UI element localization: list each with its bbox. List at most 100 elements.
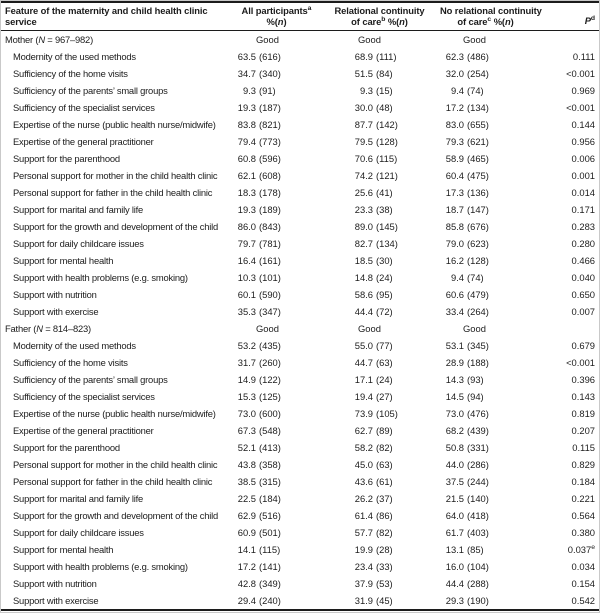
percent-value: 9.3 [242, 84, 256, 96]
table-row: Support for mental health 14.1 (115) 19.9 (2… [1, 541, 599, 558]
cell-feature: Support for the parenthood [13, 441, 120, 453]
percent-value: 51.5 [354, 67, 373, 79]
n-value: (655) [467, 118, 489, 130]
n-value: (188) [467, 356, 489, 368]
cell-relational-continuity: Good [358, 322, 381, 334]
percent-value: 21.5 [445, 492, 464, 504]
cell-relational-continuity: 44.7 (63) [333, 354, 440, 371]
n-value: (501) [259, 526, 281, 538]
table-row: Sufficiency of the specialist services 19… [1, 99, 599, 116]
percent-value: 83.8 [237, 118, 256, 130]
cell-all-participants: 63.5 (616) [230, 48, 333, 65]
n-value: (115) [376, 152, 398, 164]
cell-no-relational-continuity: 73.0 (476) [440, 405, 557, 422]
n-value: (596) [259, 152, 281, 164]
table-row: Support for daily childcare issues 79.7 (7… [1, 235, 599, 252]
cell-no-relational-continuity: 14.5 (94) [440, 388, 557, 405]
n-value: (72) [376, 305, 393, 317]
cell-relational-continuity: 58.6 (95) [333, 286, 440, 303]
percent-value: 43.6 [354, 475, 373, 487]
cell-all-participants: 67.3 (548) [230, 422, 333, 439]
cell-no-relational-continuity: 79.0 (623) [440, 235, 557, 252]
n-value: (590) [259, 288, 281, 300]
n-value: (94) [467, 390, 484, 402]
cell-no-relational-continuity: 37.5 (244) [440, 473, 557, 490]
cell-no-relational-continuity: 21.5 (140) [440, 490, 557, 507]
n-value: (187) [259, 101, 281, 113]
cell-no-relational-continuity: 61.7 (403) [440, 524, 557, 541]
cell-no-relational-continuity: Good [463, 322, 486, 334]
cell-p-value: <0.001 [566, 101, 595, 113]
percent-value: 79.5 [354, 135, 373, 147]
cell-feature: Support for mental health [13, 543, 114, 555]
n-value: (331) [467, 441, 489, 453]
table-row: Expertise of the general practitioner 79.… [1, 133, 599, 150]
percent-value: 18.5 [354, 254, 373, 266]
cell-feature: Support with nutrition [13, 577, 97, 589]
n-value: (82) [376, 526, 393, 538]
cell-p-value: <0.001 [566, 356, 595, 368]
cell-feature: Expertise of the general practitioner [13, 135, 154, 147]
percent-value: 86.0 [237, 220, 256, 232]
cell-no-relational-continuity: 50.8 (331) [440, 439, 557, 456]
percent-value: 62.1 [237, 169, 256, 181]
percent-value: 33.4 [445, 305, 464, 317]
cell-relational-continuity: 73.9 (105) [333, 405, 440, 422]
cell-relational-continuity: 19.9 (28) [333, 541, 440, 558]
cell-no-relational-continuity: Good [463, 33, 486, 45]
n-value: (621) [467, 135, 489, 147]
table-row: Support for the parenthood 52.1 (413) 58.2(… [1, 439, 599, 456]
percent-value: 53.2 [237, 339, 256, 351]
percent-value: 19.9 [354, 543, 373, 555]
n-value: (254) [467, 67, 489, 79]
n-value: (413) [259, 441, 281, 453]
n-value: (548) [259, 424, 281, 436]
column-header-all-participants: All participantsa %(n) [230, 2, 333, 31]
n-value: (623) [467, 237, 489, 249]
cell-relational-continuity: 62.7 (89) [333, 422, 440, 439]
cell-no-relational-continuity: 32.0 (254) [440, 65, 557, 82]
table-row: Expertise of the nurse (public health nu… [1, 405, 599, 422]
percent-value: 14.5 [445, 390, 464, 402]
percent-value: 43.8 [237, 458, 256, 470]
percent-value: 50.8 [445, 441, 464, 453]
cell-relational-continuity: 70.6 (115) [333, 150, 440, 167]
percent-value: 25.6 [354, 186, 373, 198]
cell-feature: Support with health problems (e.g. smoki… [13, 271, 188, 283]
table-row: Sufficiency of the specialist services 15… [1, 388, 599, 405]
n-value: (27) [376, 390, 393, 402]
cell-p-value: 0.001 [571, 169, 595, 181]
cell-feature: Sufficiency of the specialist services [13, 390, 155, 402]
cell-no-relational-continuity: 44.0 (286) [440, 456, 557, 473]
cell-p-value: 0.111 [572, 50, 595, 62]
table-row: Support for the parenthood 60.8 (596) 70.6(… [1, 150, 599, 167]
n-value: (260) [259, 356, 281, 368]
cell-relational-continuity: 43.6 (61) [333, 473, 440, 490]
cell-all-participants: 16.4 (161) [230, 252, 333, 269]
n-value: (264) [467, 305, 489, 317]
table-row: Modernity of the used methods 53.2 (435) 55… [1, 337, 599, 354]
n-value: (15) [376, 84, 393, 96]
n-value: (115) [259, 543, 281, 555]
table-row: Sufficiency of the parents’ small groups… [1, 82, 599, 99]
percent-value: 44.7 [354, 356, 373, 368]
percent-value: 17.2 [237, 560, 256, 572]
cell-all-participants: 73.0 (600) [230, 405, 333, 422]
cell-all-participants: 9.3 (91) [230, 82, 333, 99]
n-value: (475) [467, 169, 489, 181]
percent-value: 23.3 [354, 203, 373, 215]
percent-value: 29.4 [237, 594, 256, 606]
percent-value: 14.9 [237, 373, 256, 385]
table-row: Personal support for father in the child… [1, 184, 599, 201]
cell-all-participants: 14.1 (115) [230, 541, 333, 558]
cell-relational-continuity: 37.9 (53) [333, 575, 440, 592]
percent-value: 16.2 [445, 254, 464, 266]
table-row: Support for marital and family life 19.3(… [1, 201, 599, 218]
cell-p-value: 0.154 [571, 577, 595, 589]
cell-relational-continuity: 44.4 (72) [333, 303, 440, 320]
percent-value: 60.9 [237, 526, 256, 538]
cell-all-participants: 15.3 (125) [230, 388, 333, 405]
cell-p-value: 0.679 [571, 339, 595, 351]
percent-value: 30.0 [354, 101, 373, 113]
cell-relational-continuity: 30.0 (48) [333, 99, 440, 116]
